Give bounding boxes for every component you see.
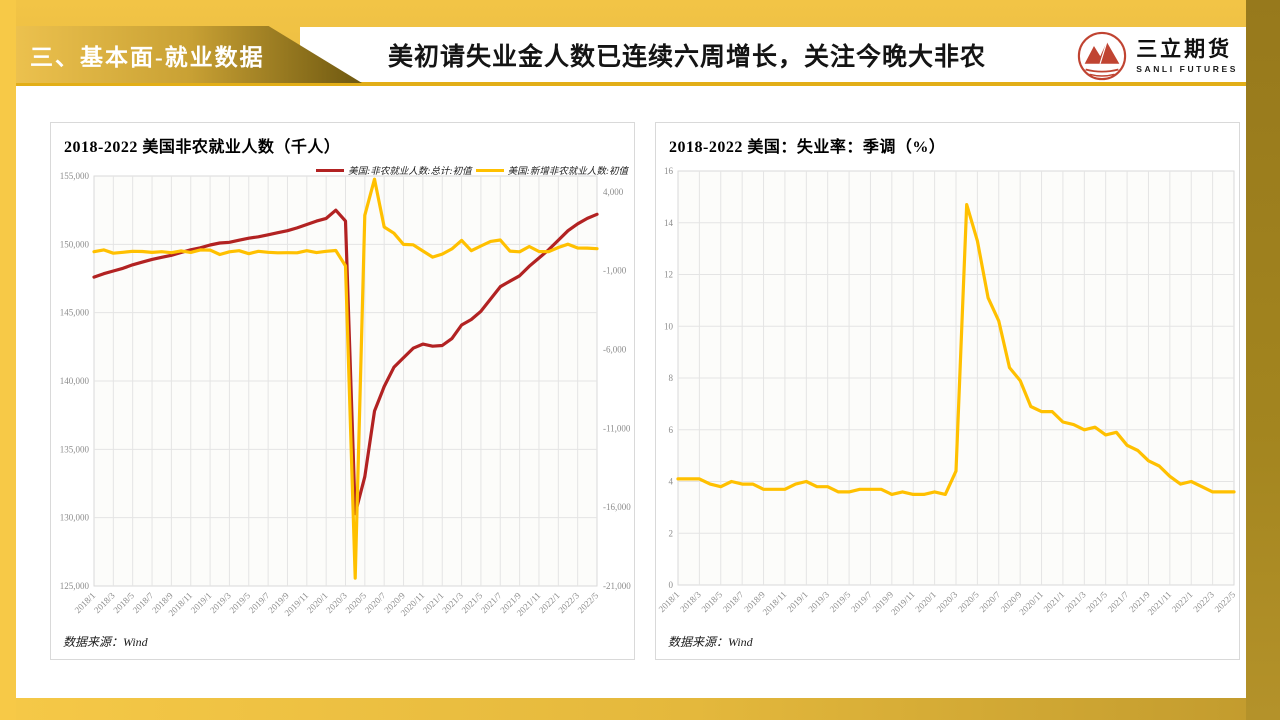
header-divider-rule xyxy=(16,82,1246,86)
logo-text: 三立期货 SANLI FUTURES xyxy=(1136,37,1238,74)
svg-text:2022/5: 2022/5 xyxy=(1213,589,1238,614)
svg-text:2019/1: 2019/1 xyxy=(189,590,214,615)
svg-text:12: 12 xyxy=(664,270,673,280)
svg-text:16: 16 xyxy=(664,166,674,176)
legend-label-total-payrolls: 美国:非农就业人数:总计:初值 xyxy=(348,167,472,177)
chart-title-nonfarm: 2018-2022 美国非农就业人数（千人） xyxy=(64,139,341,156)
svg-text:2019/5: 2019/5 xyxy=(828,589,853,614)
svg-text:2019/3: 2019/3 xyxy=(806,589,831,614)
svg-text:2018/7: 2018/7 xyxy=(721,589,746,614)
svg-text:-1,000: -1,000 xyxy=(603,266,627,276)
svg-text:2021/1: 2021/1 xyxy=(421,590,446,615)
bottom-gold-strip xyxy=(16,698,1246,720)
company-logo: 三立期货 SANLI FUTURES xyxy=(1076,30,1238,82)
data-source-note: 数据来源：Wind xyxy=(668,635,753,649)
svg-text:0: 0 xyxy=(669,580,674,590)
svg-text:2019/11: 2019/11 xyxy=(889,589,917,617)
svg-text:14: 14 xyxy=(664,218,674,228)
slide-headline: 美初请失业金人数已连续六周增长，关注今晚大非农 xyxy=(388,44,987,71)
panel-unemployment-rate: 0 2 4 6 8 10 12 14 16 2018/1 2018/3 2018/5 2018/7 201… xyxy=(655,122,1240,660)
svg-text:-11,000: -11,000 xyxy=(603,423,631,433)
svg-text:2022/1: 2022/1 xyxy=(1170,589,1195,614)
data-source-note: 数据来源：Wind xyxy=(63,635,148,649)
header-band: 三、基本面-就业数据 美初请失业金人数已连续六周增长，关注今晚大非农 三立期货 … xyxy=(16,0,1246,88)
svg-text:2021/11: 2021/11 xyxy=(1146,589,1174,617)
svg-text:2019/7: 2019/7 xyxy=(849,589,874,614)
svg-text:2021/3: 2021/3 xyxy=(1063,589,1088,614)
svg-text:2020/7: 2020/7 xyxy=(977,589,1002,614)
svg-text:10: 10 xyxy=(664,321,674,331)
svg-text:4,000: 4,000 xyxy=(603,187,624,197)
svg-text:2018/1: 2018/1 xyxy=(657,589,682,614)
svg-text:2021/1: 2021/1 xyxy=(1042,589,1067,614)
svg-text:135,000: 135,000 xyxy=(60,444,90,454)
svg-text:4: 4 xyxy=(669,477,674,487)
svg-text:6: 6 xyxy=(669,425,674,435)
mountain-logo-icon xyxy=(1078,31,1127,81)
svg-text:2019/1: 2019/1 xyxy=(785,589,810,614)
svg-text:130,000: 130,000 xyxy=(60,513,90,523)
svg-text:125,000: 125,000 xyxy=(60,581,90,591)
left-gold-band xyxy=(0,0,16,720)
svg-text:2020/11: 2020/11 xyxy=(1017,589,1045,617)
legend-label-new-payrolls: 美国:新增非农就业人数:初值 xyxy=(507,167,628,177)
svg-text:2022/3: 2022/3 xyxy=(1191,589,1216,614)
section-title: 三、基本面-就业数据 xyxy=(30,44,265,70)
svg-text:-6,000: -6,000 xyxy=(603,344,627,354)
svg-text:2018/5: 2018/5 xyxy=(699,589,724,614)
svg-text:2022/5: 2022/5 xyxy=(576,590,601,615)
svg-text:-21,000: -21,000 xyxy=(603,581,631,591)
svg-text:2018/11: 2018/11 xyxy=(761,589,789,617)
svg-text:2020/3: 2020/3 xyxy=(935,589,960,614)
content-area: 125,000 130,000 135,000 140,000 145,000 150,0… xyxy=(16,86,1246,698)
legend-swatch-total-payrolls xyxy=(316,168,345,172)
panel-nonfarm-payrolls: 125,000 130,000 135,000 140,000 145,000 150,0… xyxy=(50,122,635,660)
chart-title-unemployment: 2018-2022 美国：失业率：季调（%） xyxy=(669,139,946,156)
svg-text:8: 8 xyxy=(669,373,674,383)
svg-text:-16,000: -16,000 xyxy=(603,502,631,512)
svg-text:2020/1: 2020/1 xyxy=(913,589,938,614)
svg-text:155,000: 155,000 xyxy=(60,171,90,181)
svg-text:145,000: 145,000 xyxy=(60,308,90,318)
svg-text:2020/1: 2020/1 xyxy=(305,590,330,615)
logo-name-en: SANLI FUTURES xyxy=(1136,63,1238,74)
svg-text:140,000: 140,000 xyxy=(60,376,90,386)
logo-name-cn: 三立期货 xyxy=(1136,37,1233,62)
svg-text:2018/3: 2018/3 xyxy=(678,589,703,614)
svg-text:2022/1: 2022/1 xyxy=(537,590,562,615)
svg-text:2021/5: 2021/5 xyxy=(1084,589,1109,614)
svg-text:2: 2 xyxy=(669,528,674,538)
nonfarm-payrolls-chart-canvas: 125,000 130,000 135,000 140,000 145,000 150,0… xyxy=(60,171,631,618)
right-olive-band xyxy=(1246,0,1280,720)
svg-text:2020/5: 2020/5 xyxy=(956,589,981,614)
svg-text:2021/7: 2021/7 xyxy=(1106,589,1131,614)
svg-text:2018/1: 2018/1 xyxy=(73,590,98,615)
chart-legend: 美国:非农就业人数:总计:初值 美国:新增非农就业人数:初值 xyxy=(316,163,628,177)
legend-swatch-new-payrolls xyxy=(475,168,504,172)
svg-text:150,000: 150,000 xyxy=(60,239,90,249)
